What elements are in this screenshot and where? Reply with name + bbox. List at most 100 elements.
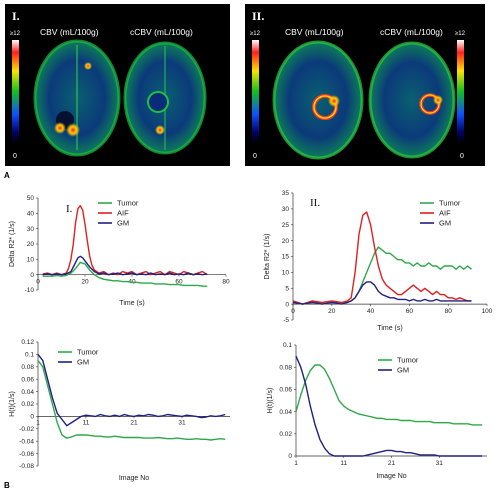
y-tick-label: 0.02	[279, 431, 292, 438]
chart-3: -0.08 -0.06 -0.04 -0.02 0 0.02 0.04 0.06 0.08 0.1…	[9, 339, 230, 482]
brain-map-cbv	[33, 39, 121, 157]
x-tick-label: 80	[445, 308, 453, 315]
y-tick-label: 0.1	[283, 342, 292, 349]
map-title-ccbv: cCBV (mL/100g)	[380, 27, 443, 37]
chart-panel-label: I.	[66, 203, 73, 215]
y-tick-label: 0	[30, 272, 34, 279]
x-tick-label: 60	[175, 279, 183, 286]
brain-map-ccbv	[123, 41, 207, 155]
y-tick-label: -0.06	[19, 451, 34, 458]
x-tick-label: 11	[83, 419, 90, 426]
x-tick-label: 11	[340, 460, 347, 467]
y-tick-label: 0	[288, 453, 292, 460]
legend-label: Tumor	[439, 199, 461, 208]
y-tick-label: 0.08	[21, 364, 34, 371]
y-tick-label: 0.1	[25, 352, 34, 359]
y-tick-label: 0	[30, 414, 34, 421]
x-tick-label: 1	[36, 419, 40, 426]
series-line-gm	[37, 353, 226, 427]
y-axis-label: H(t)(1/s)	[9, 391, 16, 417]
x-tick-label: 0	[291, 308, 295, 315]
brain-map-cbv	[272, 40, 364, 160]
x-tick-label: 60	[406, 308, 414, 315]
brain-map-ccbv	[368, 41, 456, 159]
panel-a: I. ≥12 0 CBV (mL/100g) cCBV (mL/100g)	[4, 4, 485, 180]
x-tick-label: 21	[388, 460, 396, 467]
legend-label: AIF	[439, 209, 451, 218]
y-tick-label: 0.06	[279, 387, 292, 394]
legend-label: Tumor	[77, 348, 99, 357]
map-title-ccbv: cCBV (mL/100g)	[130, 27, 193, 37]
y-tick-label: 5	[285, 285, 289, 292]
legend-label: GM	[77, 358, 89, 367]
y-tick-label: -0.02	[19, 426, 34, 433]
y-tick-label: 0.12	[21, 339, 34, 346]
figure-letter-a: A	[4, 171, 10, 180]
x-axis-label: Time (s)	[119, 300, 144, 307]
colorbar	[12, 40, 19, 143]
x-tick-label: 100	[482, 308, 493, 315]
y-tick-label: 0.04	[21, 389, 34, 396]
colorbar	[252, 40, 259, 143]
y-tick-label: -0.04	[19, 438, 34, 445]
x-tick-label: 31	[178, 419, 186, 426]
y-tick-label: 40	[27, 211, 35, 218]
x-tick-label: 0	[36, 279, 40, 286]
legend-label: GM	[397, 366, 409, 375]
y-axis-label: Delta R2* (1/s)	[9, 221, 16, 267]
y-tick-label: 20	[282, 238, 290, 245]
series-line-gm	[295, 355, 483, 457]
x-tick-label: 31	[436, 460, 444, 467]
chart-panel-label: II.	[310, 197, 320, 209]
y-tick-label: 0.02	[21, 401, 34, 408]
series-line-tumor	[295, 364, 483, 426]
colorbar-max-label: ≥12	[455, 31, 466, 37]
y-tick-label: 0	[285, 301, 289, 308]
y-tick-label: 0.06	[21, 376, 34, 383]
colorbar-min-label: 0	[460, 153, 464, 160]
colorbar-min-label: 0	[13, 153, 17, 160]
mri-roman-label: II.	[252, 9, 264, 23]
series-line-gm	[42, 255, 208, 276]
figure-letter-b: B	[4, 481, 10, 490]
y-tick-label: 20	[27, 241, 35, 248]
y-tick-label: -10	[25, 287, 35, 294]
x-axis-label: Image No	[119, 475, 149, 482]
x-tick-label: 1	[294, 460, 298, 467]
x-tick-label: 80	[222, 279, 230, 286]
y-axis-label: Delta R2* (1/s)	[264, 234, 271, 280]
y-tick-label: 10	[27, 257, 35, 264]
y-tick-label: 50	[27, 195, 35, 202]
y-tick-label: 35	[282, 190, 290, 197]
mri-roman-label: I.	[12, 9, 20, 23]
map-title-cbv: CBV (mL/100g)	[40, 27, 99, 37]
x-axis-label: Image No	[376, 473, 406, 480]
mri-panel-i: I. ≥12 0 CBV (mL/100g) cCBV (mL/100g)	[5, 4, 230, 166]
x-tick-label: 40	[367, 308, 375, 315]
legend-label: AIF	[117, 209, 129, 218]
legend-label: Tumor	[117, 199, 139, 208]
y-tick-label: 15	[282, 254, 290, 261]
y-tick-label: 30	[282, 206, 290, 213]
x-tick-label: 20	[81, 279, 89, 286]
series-line-aif	[292, 211, 472, 305]
colorbar-max-label: ≥12	[10, 31, 21, 37]
x-axis-label: Time (s)	[377, 325, 402, 332]
mri-panel-ii: II. ≥12 0 CBV (mL/100g) cCBV (mL/100g) 0…	[245, 4, 485, 166]
y-tick-label: 0.04	[279, 409, 292, 416]
series-line-gm	[292, 281, 472, 305]
legend-label: Tumor	[397, 356, 419, 365]
colorbar-min-label: 0	[253, 153, 257, 160]
y-tick-label: 30	[27, 226, 35, 233]
y-axis-label: H(t)(1/s)	[267, 388, 274, 414]
series-line-tumor	[42, 261, 208, 287]
map-title-cbv: CBV (mL/100g)	[285, 27, 344, 37]
y-tick-label: -5	[283, 317, 289, 324]
y-tick-label: 0.08	[279, 364, 292, 371]
y-tick-label: 25	[282, 222, 290, 229]
x-tick-label: 21	[130, 419, 138, 426]
x-tick-label: 20	[328, 308, 336, 315]
